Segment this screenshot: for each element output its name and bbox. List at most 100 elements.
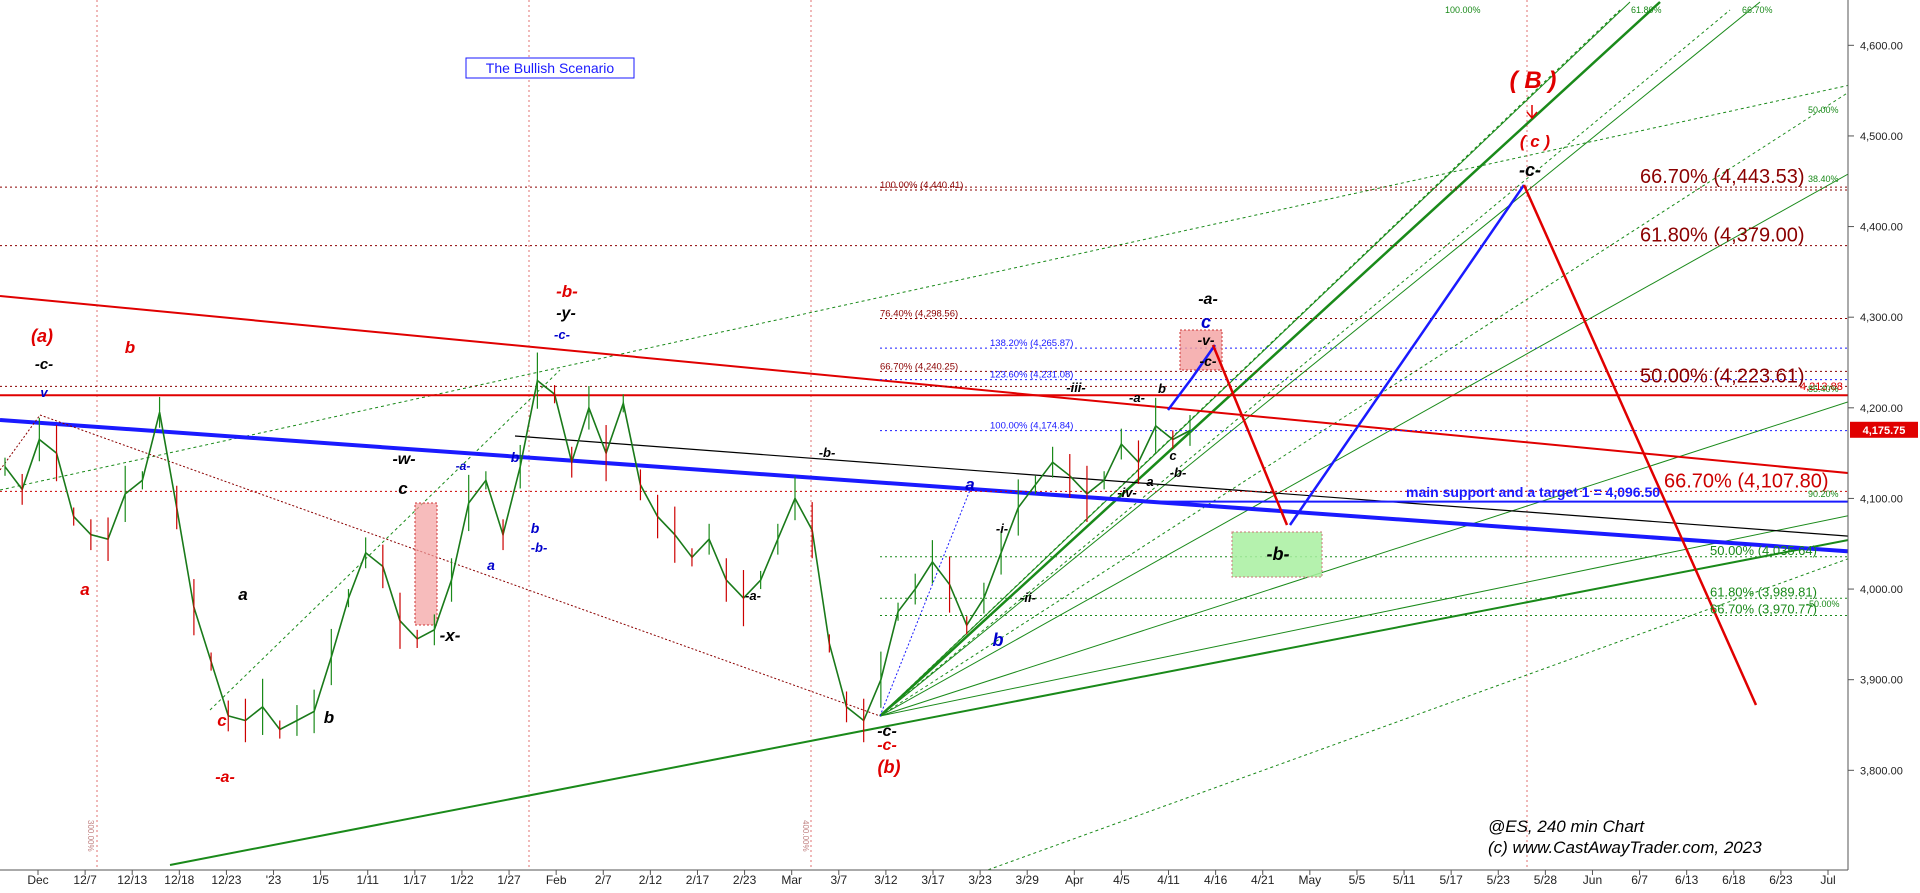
y-axis-background: [1848, 0, 1920, 888]
x-tick-label: 5/5: [1349, 873, 1366, 887]
black-trendline: [514, 435, 1901, 541]
y-tick-label: 4,200.00: [1860, 403, 1903, 415]
fan-percentage-labels: 100.00% 61.80% 66.70% 50.00% 38.40% 85.4…: [86, 5, 1840, 852]
fib-label-small: 138.20% (4,265.87): [990, 338, 1073, 349]
x-axis-background: [0, 870, 1920, 888]
fib-label-green: 50.00% (4,035.64): [1710, 543, 1817, 558]
wave-label: -iii-: [1066, 380, 1086, 395]
fan-line-main: [879, 1, 1661, 717]
wave-label: b: [993, 630, 1004, 650]
x-axis: [0, 869, 1920, 888]
fan-line-solid-4: [879, 384, 1901, 717]
x-tick-label: 4/11: [1157, 873, 1180, 887]
y-axis-ticks: 4,600.00 4,500.00 4,400.00 4,300.00 4,200.00…: [1848, 40, 1903, 777]
green-zone-b: [1231, 531, 1323, 578]
wave-label: -a-: [456, 459, 471, 473]
y-tick-label: 4,000.00: [1860, 584, 1903, 596]
long-support-line: [169, 529, 1901, 866]
fib-label-small: 123.60% (4,231.08): [990, 370, 1073, 381]
x-tick-label: 3/17: [921, 873, 945, 887]
wave-label: b: [511, 449, 520, 465]
x-tick-label: 2/12: [639, 873, 663, 887]
copyright-label: (c) www.CastAwayTrader.com, 2023: [1488, 838, 1762, 857]
fib-label-small: 66.70% (4,240.25): [880, 361, 958, 372]
wave-label: a: [1146, 474, 1153, 489]
x-tick-label: Feb: [546, 873, 567, 887]
wave-label: ( B ): [1510, 67, 1557, 94]
price-series: [4, 352, 1191, 743]
support-annotation: main support and a target 1 = 4,096.50: [1406, 484, 1660, 500]
wave-label: -c-: [1519, 160, 1541, 180]
y-tick-label: 4,100.00: [1860, 493, 1903, 505]
x-tick-label: '23: [266, 873, 282, 887]
horizontal-level-lines: [0, 186, 1848, 617]
x-tick-label: 5/17: [1439, 873, 1463, 887]
x-tick-label: 12/23: [211, 873, 241, 887]
projection-path: [1167, 105, 1758, 706]
x-tick-label: Mar: [781, 873, 802, 887]
x-tick-label: 12/18: [164, 873, 194, 887]
wave-label: -b-: [819, 445, 836, 460]
projection-red-2: [1522, 184, 1758, 706]
wave-label: -a-: [1129, 390, 1145, 405]
x-tick-label: 3/23: [968, 873, 992, 887]
projection-red-1: [1211, 344, 1289, 526]
x-tick-label: Jun: [1583, 873, 1602, 887]
wave-label: -b-: [531, 540, 548, 555]
fan-line-dotted-3: [879, 9, 1731, 717]
vertical-gridlines: [96, 0, 1528, 870]
wave-label: (a): [31, 326, 53, 346]
wave-label: a: [238, 585, 247, 604]
x-tick-label: Dec: [27, 873, 48, 887]
vertical-label-400: 400.00%: [801, 820, 810, 852]
wave-label: b: [1158, 381, 1166, 396]
title-frame: [465, 57, 635, 79]
x-tick-label: 3/29: [1016, 873, 1040, 887]
x-tick-label: 12/7: [73, 873, 97, 887]
x-tick-label: 5/11: [1393, 873, 1416, 887]
x-tick-label: 4/16: [1204, 873, 1228, 887]
wave-label: -c-: [1199, 353, 1216, 369]
fib-label-large: 50.00% (4,223.61): [1640, 365, 1805, 387]
wave-label: v: [40, 385, 48, 400]
highlight-zones: [414, 329, 1323, 626]
chart-title: The Bullish Scenario: [486, 60, 615, 76]
wave-label: c: [217, 711, 227, 730]
fib-label-small: 76.40% (4,298.56): [880, 308, 958, 319]
x-tick-label: May: [1299, 873, 1322, 887]
wave-label: -y-: [556, 305, 576, 322]
fib-label-small: 100.00% (4,174.84): [990, 421, 1073, 432]
last-price-box: [1850, 421, 1918, 438]
fan-label-50: 50.00%: [1808, 105, 1839, 115]
wave-label: -a-: [745, 588, 761, 603]
wave-label: -b-: [1267, 544, 1290, 564]
trend-lines: [0, 295, 1901, 717]
fan-line-solid-1: [879, 1, 1631, 717]
chart-title-box: The Bullish Scenario: [465, 57, 635, 79]
wave-label: b: [125, 338, 135, 357]
arrow-b: [1526, 105, 1538, 120]
wave-label: a: [80, 580, 89, 599]
price-line: [4, 379, 1191, 731]
projection-blue-2: [1288, 184, 1526, 526]
x-tick-label: 2/17: [686, 873, 710, 887]
fib-label-large: 66.70% (4,443.53): [1640, 166, 1805, 188]
elliott-wave-labels: (a) -c-v b a a c -a-b -w-c -x- -a-b a b -b- -b- -y- -c-…: [31, 67, 1556, 786]
y-tick-label: 4,400.00: [1860, 222, 1903, 234]
x-tick-label: 2/7: [595, 873, 612, 887]
fibonacci-labels: 66.70% (4,443.53) 61.80% (4,379.00) 50.00%…: [880, 166, 1843, 616]
x-tick-label: 3/12: [874, 873, 898, 887]
last-price-marker: 4,175.75: [1850, 421, 1918, 438]
x-tick-label: 1/5: [312, 873, 329, 887]
maroon-dotted-diagonal: [39, 414, 881, 717]
wave-label: b: [531, 520, 540, 536]
y-tick-label: 4,300.00: [1860, 312, 1903, 324]
wave-label: (b): [878, 757, 901, 777]
last-price-label: 4,175.75: [1863, 425, 1906, 437]
wave-label: -c-: [554, 327, 570, 342]
x-tick-label: 1/17: [403, 873, 427, 887]
wave-label: c: [398, 479, 408, 498]
x-tick-label: 4/5: [1113, 873, 1130, 887]
ticker-label: @ES, 240 min Chart: [1488, 817, 1645, 836]
